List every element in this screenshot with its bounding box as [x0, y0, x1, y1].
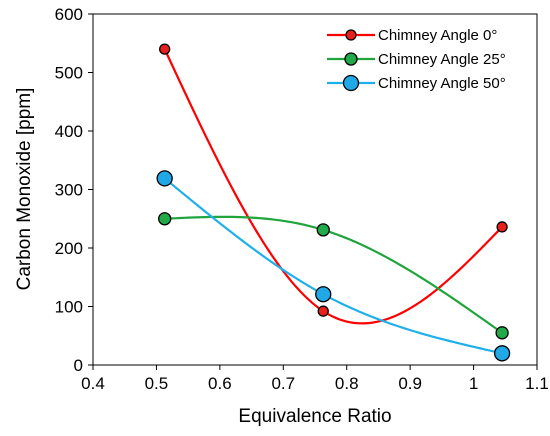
x-tick-label: 0.6 [208, 374, 232, 393]
legend-label: Chimney Angle 0° [378, 27, 497, 44]
data-point [317, 305, 329, 317]
x-tick-label: 1.1 [525, 374, 549, 393]
x-tick-label: 0.9 [398, 374, 422, 393]
y-tick-label: 300 [55, 181, 83, 200]
data-point [316, 223, 330, 237]
y-tick-label: 0 [74, 356, 83, 375]
data-point [496, 221, 508, 233]
y-tick-label: 400 [55, 122, 83, 141]
y-tick-label: 200 [55, 239, 83, 258]
data-point [159, 43, 171, 55]
series-layer [156, 43, 511, 362]
axes: 0.4 0.5 0.6 0.7 0.8 0.9 1 1.1 0 100 200 300 400 500 60… [55, 5, 549, 393]
legend: Chimney Angle 0° Chimney Angle 25° Chimney… [327, 27, 506, 92]
legend-marker [345, 29, 357, 41]
y-tick-label: 500 [55, 64, 83, 83]
y-axis-title: Carbon Monoxide [ppm] [14, 88, 35, 291]
data-point [158, 212, 172, 226]
x-tick-label: 0.8 [335, 374, 359, 393]
data-point [493, 345, 511, 362]
data-point [156, 170, 173, 187]
data-point [315, 286, 332, 303]
data-point [495, 326, 509, 340]
x-tick-label: 0.5 [145, 374, 169, 393]
y-tick-label: 600 [55, 5, 83, 24]
legend-marker [342, 74, 360, 92]
legend-label: Chimney Angle 25° [378, 51, 506, 68]
legend-marker [344, 52, 358, 66]
x-tick-label: 0.4 [81, 374, 105, 393]
y-tick-label: 100 [55, 298, 83, 317]
x-axis-title: Equivalence Ratio [238, 406, 391, 427]
x-tick-label: 0.7 [271, 374, 295, 393]
legend-label: Chimney Angle 50° [378, 75, 506, 92]
x-tick-label: 1 [469, 374, 478, 393]
